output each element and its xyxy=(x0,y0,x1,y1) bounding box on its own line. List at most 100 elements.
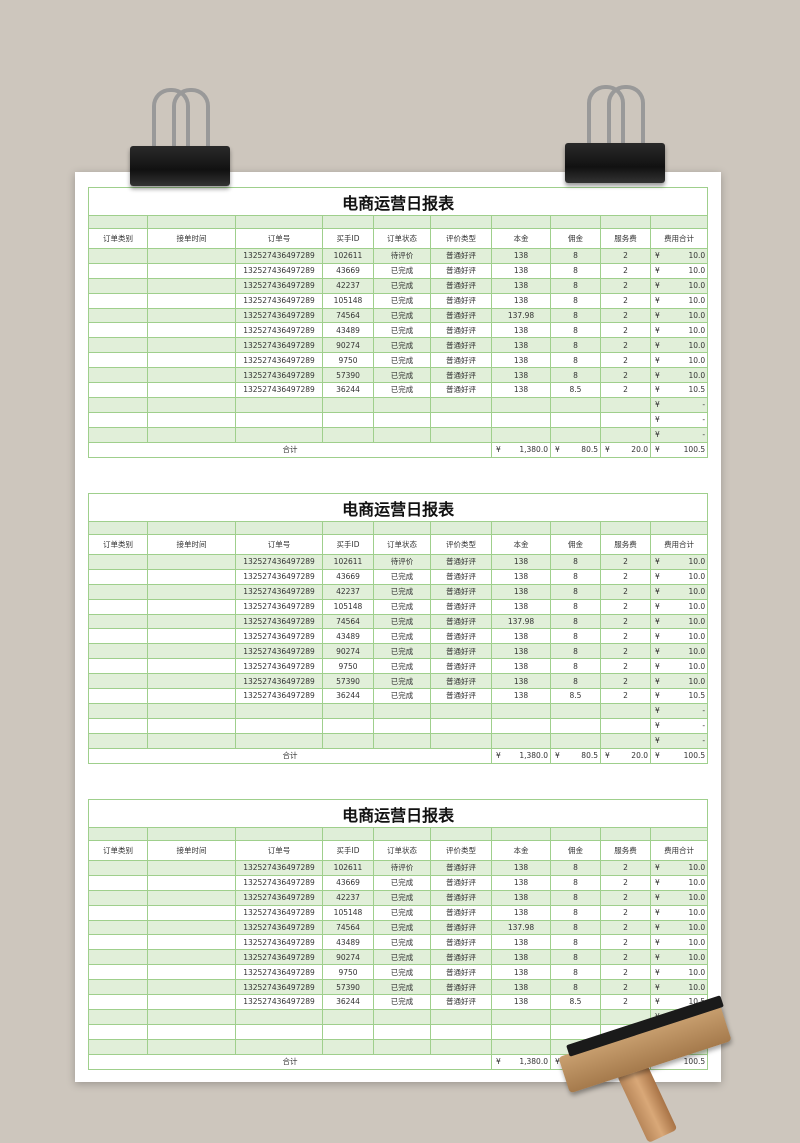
order-time-cell[interactable] xyxy=(147,628,236,645)
buyer-id-cell[interactable]: 9750 xyxy=(322,658,374,675)
commission-cell[interactable]: 8.5 xyxy=(550,382,601,398)
total-fee-cell[interactable]: ¥10.0 xyxy=(649,598,709,615)
column-header[interactable]: 评价类型 xyxy=(430,534,492,555)
status-cell[interactable] xyxy=(373,1008,431,1025)
principal-cell[interactable] xyxy=(491,411,551,428)
total-fee-cell[interactable]: ¥10.5 xyxy=(649,382,709,398)
status-cell[interactable]: 已完成 xyxy=(373,658,431,675)
status-cell[interactable]: 待评价 xyxy=(373,860,431,876)
order-time-cell[interactable] xyxy=(147,1038,236,1055)
commission-cell[interactable]: 8.5 xyxy=(550,994,601,1010)
status-cell[interactable] xyxy=(373,1038,431,1055)
commission-cell[interactable]: 8 xyxy=(550,583,601,600)
order-category-cell[interactable] xyxy=(88,292,148,309)
order-time-cell[interactable] xyxy=(147,352,236,369)
commission-cell[interactable]: 8 xyxy=(550,904,601,921)
commission-cell[interactable] xyxy=(550,411,601,428)
order-time-cell[interactable] xyxy=(147,322,236,339)
blank-cell[interactable] xyxy=(322,827,374,841)
buyer-id-cell[interactable] xyxy=(322,1023,374,1040)
order-time-cell[interactable] xyxy=(147,949,236,966)
order-category-cell[interactable] xyxy=(88,643,148,660)
blank-cell[interactable] xyxy=(147,827,236,841)
principal-cell[interactable]: 138 xyxy=(491,277,551,294)
totals-label[interactable]: 合计 xyxy=(88,747,492,764)
order-category-cell[interactable] xyxy=(88,979,148,996)
status-cell[interactable]: 已完成 xyxy=(373,568,431,585)
order-no-cell[interactable]: 132527436497289 xyxy=(235,337,323,354)
fee-cell[interactable] xyxy=(600,411,651,428)
status-cell[interactable] xyxy=(373,396,431,413)
blank-cell[interactable] xyxy=(235,215,323,229)
buyer-id-cell[interactable]: 102611 xyxy=(322,860,374,876)
review-cell[interactable]: 普通好评 xyxy=(430,979,492,996)
total-principal[interactable]: ¥1,380.0 xyxy=(491,1053,551,1070)
principal-cell[interactable]: 138 xyxy=(491,554,551,570)
total-fee-cell[interactable]: ¥10.0 xyxy=(649,979,709,996)
order-category-cell[interactable] xyxy=(88,964,148,981)
status-cell[interactable]: 已完成 xyxy=(373,613,431,630)
blank-cell[interactable] xyxy=(430,521,492,535)
status-cell[interactable]: 待评价 xyxy=(373,554,431,570)
principal-cell[interactable]: 138 xyxy=(491,874,551,891)
column-header[interactable]: 佣金 xyxy=(550,534,601,555)
principal-cell[interactable]: 138 xyxy=(491,583,551,600)
principal-cell[interactable] xyxy=(491,717,551,734)
column-header[interactable]: 接单时间 xyxy=(147,534,236,555)
review-cell[interactable]: 普通好评 xyxy=(430,277,492,294)
status-cell[interactable]: 已完成 xyxy=(373,262,431,279)
review-cell[interactable]: 普通好评 xyxy=(430,934,492,951)
review-cell[interactable]: 普通好评 xyxy=(430,322,492,339)
column-header[interactable]: 费用合计 xyxy=(649,228,709,249)
review-cell[interactable]: 普通好评 xyxy=(430,248,492,264)
total-fee-cell[interactable]: ¥10.0 xyxy=(649,643,709,660)
total-fee-cell[interactable]: ¥- xyxy=(649,411,709,428)
order-category-cell[interactable] xyxy=(88,307,148,324)
fee-cell[interactable]: 2 xyxy=(600,934,651,951)
review-cell[interactable] xyxy=(430,702,492,719)
order-time-cell[interactable] xyxy=(147,934,236,951)
order-category-cell[interactable] xyxy=(88,262,148,279)
principal-cell[interactable] xyxy=(491,702,551,719)
order-no-cell[interactable] xyxy=(235,732,323,749)
fee-cell[interactable]: 2 xyxy=(600,628,651,645)
order-category-cell[interactable] xyxy=(88,352,148,369)
buyer-id-cell[interactable]: 9750 xyxy=(322,352,374,369)
fee-cell[interactable]: 2 xyxy=(600,688,651,704)
blank-cell[interactable] xyxy=(600,827,651,841)
order-no-cell[interactable]: 132527436497289 xyxy=(235,382,323,398)
commission-cell[interactable]: 8 xyxy=(550,658,601,675)
total-commission[interactable]: ¥80.5 xyxy=(550,441,601,458)
total-fee-cell[interactable]: ¥10.0 xyxy=(649,658,709,675)
status-cell[interactable]: 已完成 xyxy=(373,367,431,384)
total-fee-cell[interactable]: ¥10.0 xyxy=(649,367,709,384)
total-fee-cell[interactable]: ¥10.0 xyxy=(649,874,709,891)
status-cell[interactable]: 已完成 xyxy=(373,964,431,981)
status-cell[interactable]: 已完成 xyxy=(373,277,431,294)
principal-cell[interactable] xyxy=(491,1008,551,1025)
column-header[interactable]: 订单类别 xyxy=(88,840,148,861)
fee-cell[interactable]: 2 xyxy=(600,382,651,398)
total-fee-cell[interactable]: ¥10.0 xyxy=(649,919,709,936)
commission-cell[interactable]: 8 xyxy=(550,337,601,354)
column-header[interactable]: 评价类型 xyxy=(430,840,492,861)
principal-cell[interactable]: 138 xyxy=(491,598,551,615)
buyer-id-cell[interactable]: 42237 xyxy=(322,889,374,906)
total-fee-cell[interactable]: ¥10.0 xyxy=(649,568,709,585)
order-category-cell[interactable] xyxy=(88,673,148,690)
commission-cell[interactable]: 8 xyxy=(550,889,601,906)
fee-cell[interactable] xyxy=(600,702,651,719)
order-time-cell[interactable] xyxy=(147,598,236,615)
total-commission[interactable]: ¥80.5 xyxy=(550,747,601,764)
total-fee-cell[interactable]: ¥- xyxy=(649,732,709,749)
principal-cell[interactable]: 138 xyxy=(491,949,551,966)
review-cell[interactable] xyxy=(430,1008,492,1025)
order-category-cell[interactable] xyxy=(88,568,148,585)
order-no-cell[interactable]: 132527436497289 xyxy=(235,964,323,981)
column-header[interactable]: 本金 xyxy=(491,534,551,555)
blank-cell[interactable] xyxy=(649,215,709,229)
status-cell[interactable]: 已完成 xyxy=(373,352,431,369)
principal-cell[interactable]: 137.98 xyxy=(491,919,551,936)
order-no-cell[interactable] xyxy=(235,396,323,413)
order-no-cell[interactable] xyxy=(235,411,323,428)
